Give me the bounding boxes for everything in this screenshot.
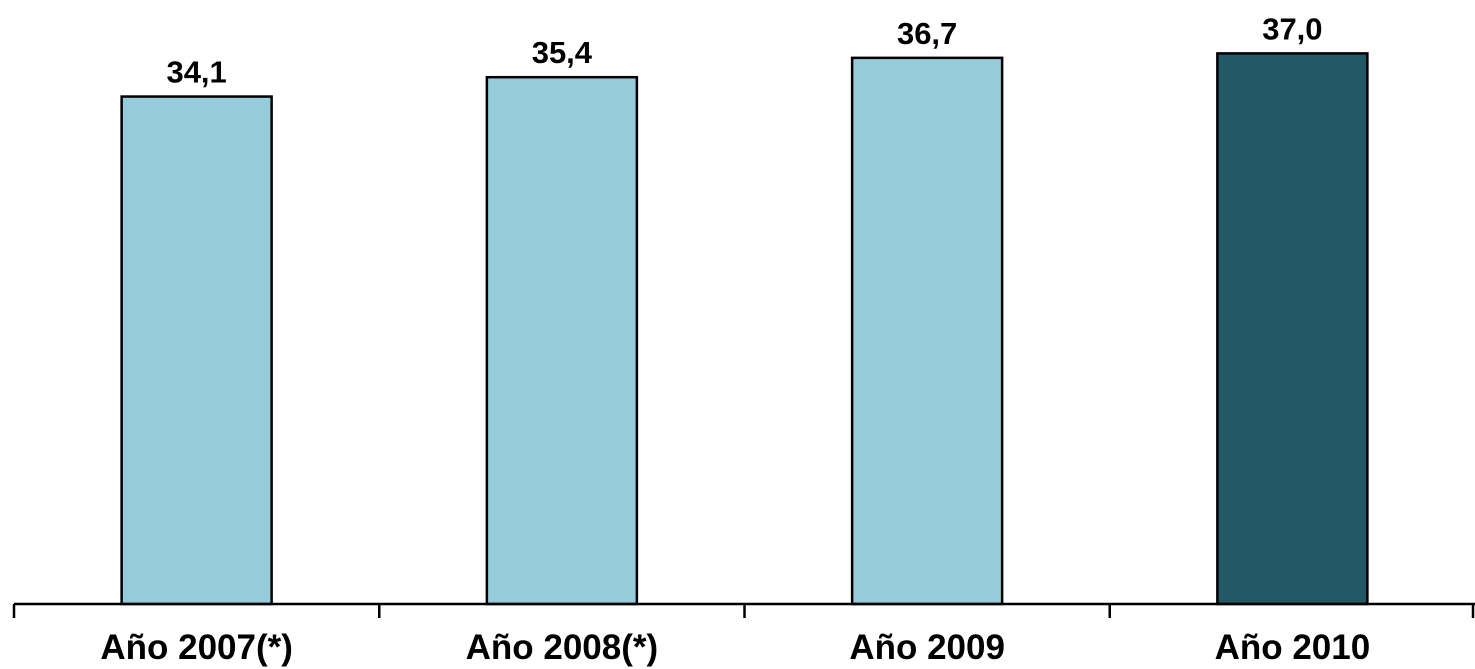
x-tick-label-2: Año 2008(*): [466, 628, 659, 667]
data-label-3: 36,7: [897, 16, 957, 51]
labels-group: 34,1 Año 2007(*) 35,4 Año 2008(*) 36,7 Año 20…: [100, 11, 1370, 667]
x-tick-label-3: Año 2009: [849, 628, 1005, 667]
data-label-2: 35,4: [532, 35, 593, 70]
x-tick-label-1: Año 2007(*): [100, 628, 293, 667]
bar-2: [485, 75, 639, 606]
data-label-1: 34,1: [166, 55, 226, 90]
bar-3: [850, 56, 1004, 606]
x-axis: [12, 602, 1475, 618]
bar-4: [1216, 52, 1369, 606]
data-label-4: 37,0: [1262, 11, 1322, 46]
bar-1: [120, 95, 273, 606]
bars-group: [120, 52, 1369, 606]
x-tick-label-4: Año 2010: [1215, 628, 1371, 667]
